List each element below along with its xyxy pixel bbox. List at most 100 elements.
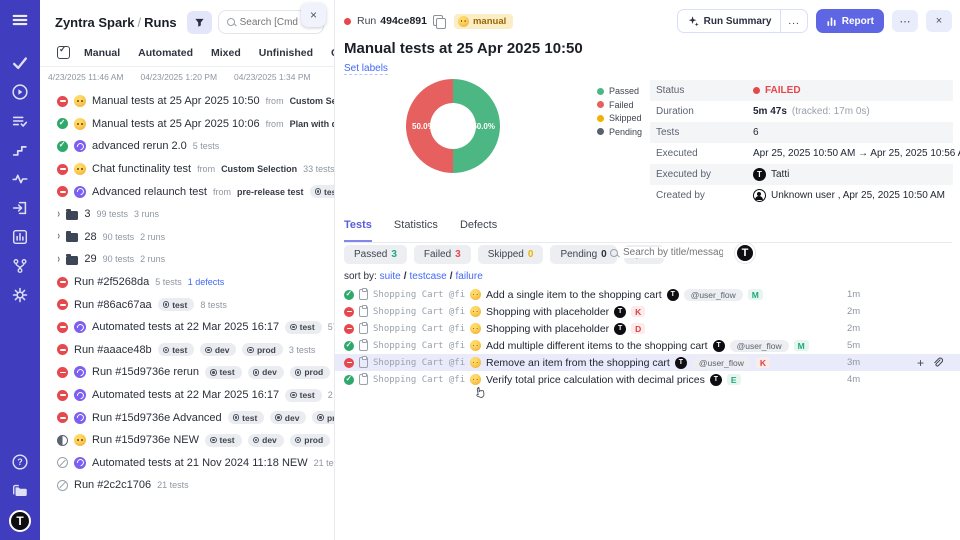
milestone-badge: E [726, 374, 741, 385]
user-avatar[interactable]: T [9, 510, 31, 532]
tab-groups[interactable]: Groups [331, 47, 334, 59]
test-row[interactable]: Shopping Cart @firs...Add a single item … [335, 286, 960, 303]
tab-statistics[interactable]: Statistics [393, 219, 438, 231]
check-icon[interactable] [10, 53, 30, 73]
run-summary-button[interactable]: Run Summary ... [676, 9, 808, 33]
run-type-tabs: Manual Automated Mixed Unfinished Groups [40, 40, 334, 67]
manual-run-icon [74, 95, 86, 108]
donut-slice-label: 50.0% [412, 122, 435, 131]
copy-icon[interactable] [432, 14, 446, 29]
bar-chart-icon [827, 16, 836, 26]
run-list-item[interactable]: Run #15d9736e Advancedtestdevprod4 tests [40, 406, 334, 429]
run-list-item[interactable]: Manual tests at 25 Apr 2025 10:06fromPla… [40, 113, 334, 136]
run-list-item[interactable]: Manual tests at 25 Apr 2025 10:50 from Cus… [40, 90, 334, 113]
attach-icon[interactable] [932, 357, 944, 368]
gear-icon[interactable] [10, 285, 30, 305]
passed-legend-dot [597, 87, 604, 95]
sort-by-suite[interactable]: suite [379, 271, 401, 282]
set-labels-link[interactable]: Set labels [344, 63, 388, 75]
run-id: 494ce891 [380, 15, 427, 27]
run-list-item[interactable]: advanced rerun 2.05 tests [40, 135, 334, 158]
mouse-cursor [474, 386, 487, 402]
passed-status-icon [344, 289, 354, 300]
run-group-item[interactable]: › 28 90 tests 2 runs [57, 230, 166, 244]
sort-by-failure[interactable]: failure [455, 271, 483, 282]
play-circle-icon[interactable] [10, 82, 30, 102]
chart-icon[interactable] [10, 227, 30, 247]
project-name[interactable]: Zyntra Spark [55, 14, 135, 30]
filter-skipped[interactable]: Skipped 0 [477, 245, 544, 264]
projects-icon[interactable] [10, 481, 30, 501]
tab-automated[interactable]: Automated [138, 46, 194, 59]
tests-search-input[interactable] [623, 247, 723, 258]
tab-mixed[interactable]: Mixed [211, 46, 241, 59]
report-button[interactable]: Report [815, 9, 884, 33]
manual-run-icon [74, 117, 86, 130]
assignee-avatar[interactable]: T [735, 243, 755, 263]
select-all-icon[interactable] [57, 44, 70, 59]
run-list-item[interactable]: Automated tests at 22 Mar 2025 16:17 test… [40, 316, 334, 339]
run-list-item[interactable]: Run #15d9736e reruntestdevprod5 tests [40, 361, 334, 384]
run-list-item[interactable]: Run #15d9736e NEWtestdevprod5/5 tests [40, 429, 334, 452]
gear-icon [210, 436, 217, 444]
chevron-right-icon[interactable]: › [57, 230, 61, 244]
steps-icon[interactable] [10, 140, 30, 160]
manual-emoji-icon [470, 374, 481, 385]
avatar: T [614, 322, 627, 335]
close-panel-button[interactable]: × [301, 3, 326, 27]
test-row[interactable]: Shopping Cart @firs...Verify total price… [335, 371, 960, 388]
chevron-right-icon[interactable]: › [57, 207, 61, 221]
run-list-item[interactable]: Run #2f5268da 5 tests 1 defects [40, 271, 334, 294]
test-row-highlighted[interactable]: Shopping Cart @firs...Remove an item fro… [335, 354, 960, 371]
results-donut-chart: 50.0% 50.0% [406, 79, 500, 173]
help-icon[interactable]: ? [10, 452, 30, 472]
manual-emoji-icon [470, 306, 481, 317]
run-group-item[interactable]: › 3 99 tests 3 runs [57, 207, 160, 221]
run-list-item[interactable]: Chat functinality test from Custom Selecti… [40, 158, 334, 181]
run-list-item[interactable]: Run #86ac67aa test 8 tests [40, 293, 334, 316]
branch-icon[interactable] [10, 256, 30, 276]
activity-icon[interactable] [10, 169, 30, 189]
manual-type-badge: manual [453, 13, 514, 29]
close-run-button[interactable]: × [926, 10, 952, 32]
automated-run-icon [74, 411, 86, 424]
filter-pending[interactable]: Pending 0 [550, 245, 617, 264]
sort-by-testcase[interactable]: testcase [409, 271, 447, 282]
automated-run-icon [74, 185, 86, 198]
run-list-item[interactable]: Automated tests at 21 Nov 2024 11:18 NEW… [40, 452, 334, 475]
tab-tests[interactable]: Tests [344, 219, 372, 242]
filter-button[interactable] [186, 10, 212, 34]
add-result-icon[interactable]: + [917, 355, 925, 370]
milestone-badge: K [755, 357, 770, 368]
menu-icon[interactable] [10, 10, 30, 30]
run-list-item[interactable]: Advanced relaunch test from pre-release te… [40, 180, 334, 203]
test-list-icon[interactable] [10, 111, 30, 131]
run-list: Manual tests at 25 Apr 2025 10:50 from Cus… [40, 86, 334, 497]
tab-unfinished[interactable]: Unfinished [258, 46, 314, 59]
test-row[interactable]: Shopping Cart @firs...Add multiple diffe… [335, 337, 960, 354]
run-group-item[interactable]: › 29 90 tests 2 runs [57, 252, 166, 267]
search-input[interactable] [239, 16, 315, 28]
automated-run-icon [74, 389, 86, 402]
filter-passed[interactable]: Passed 3 [344, 245, 407, 264]
run-list-item[interactable]: Run #2c2c1706 21 tests [40, 474, 334, 497]
run-list-item[interactable]: Run #aaace48b test dev prod 3 tests [40, 339, 334, 362]
run-label: Run [357, 15, 377, 27]
folder-icon [66, 231, 79, 243]
run-dates-row: 4/23/2025 11:46 AM 04/23/2025 1:20 PM 04/2… [48, 72, 311, 82]
aborted-status-icon [57, 479, 68, 491]
defects-link[interactable]: 1 defects [187, 277, 225, 288]
chevron-right-icon[interactable]: › [57, 252, 61, 267]
sort-controls: sort by: suite / testcase / failure [344, 271, 483, 282]
more-options-button[interactable]: ⋯ [892, 10, 918, 32]
testcase-icon [359, 288, 368, 300]
test-row[interactable]: Shopping Cart @firs...Shopping with plac… [335, 303, 960, 320]
tab-defects[interactable]: Defects [459, 219, 498, 231]
tests-search[interactable] [610, 247, 730, 258]
run-list-item[interactable]: Automated tests at 22 Mar 2025 16:17 test… [40, 384, 334, 407]
tab-manual[interactable]: Manual [84, 46, 121, 59]
sign-in-icon[interactable] [10, 198, 30, 218]
test-row[interactable]: Shopping Cart @firs...Shopping with plac… [335, 320, 960, 337]
filter-failed[interactable]: Failed 3 [413, 245, 471, 264]
run-summary-more-button[interactable]: ... [780, 10, 806, 32]
